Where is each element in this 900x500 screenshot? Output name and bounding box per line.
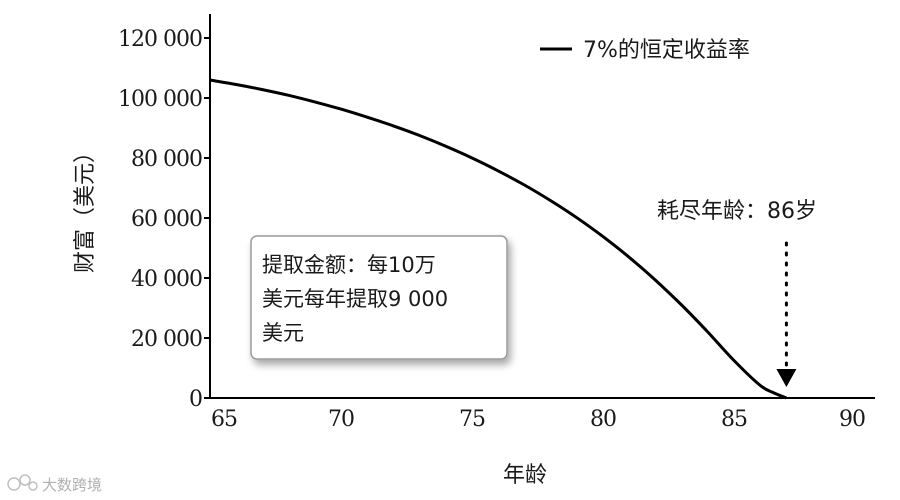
x-axis-title: 年龄 xyxy=(503,463,547,488)
x-tick-label: 65 xyxy=(211,407,237,432)
x-tick-label: 80 xyxy=(590,407,616,432)
y-tick-label: 20 000 xyxy=(131,327,202,352)
withdrawal-note-box: 提取金额：每10万 美元每年提取9 000 美元 xyxy=(250,235,508,360)
watermark: 大数跨境 xyxy=(7,474,102,494)
legend-label: 7%的恒定收益率 xyxy=(583,38,750,63)
y-axis-ticks: 0 20 000 40 000 60 000 80 000 100 000 120 000 xyxy=(118,27,210,412)
series-line-0 xyxy=(209,78,787,400)
depletion-annotation: 耗尽年龄：86岁 xyxy=(657,199,817,387)
note-line-2: 美元每年提取9 000 xyxy=(262,287,448,311)
series-layer xyxy=(209,78,787,400)
legend: 7%的恒定收益率 xyxy=(540,38,750,63)
x-tick-label: 70 xyxy=(328,407,354,432)
y-tick-label: 100 000 xyxy=(118,87,202,112)
y-tick-label: 60 000 xyxy=(131,207,202,232)
y-tick-label: 0 xyxy=(189,387,202,412)
y-axis-title: 财富（美元） xyxy=(73,141,98,273)
y-tick-label: 40 000 xyxy=(131,267,202,292)
y-tick-label: 120 000 xyxy=(118,27,202,52)
depletion-arrow-head xyxy=(776,369,797,387)
x-axis-ticks: 65 70 75 80 85 90 xyxy=(211,407,866,432)
note-line-3: 美元 xyxy=(262,321,304,345)
x-tick-label: 75 xyxy=(459,407,485,432)
x-tick-label: 85 xyxy=(721,407,747,432)
note-box-bg xyxy=(250,235,508,360)
x-tick-label: 90 xyxy=(839,407,865,432)
y-tick-label: 80 000 xyxy=(131,147,202,172)
depletion-label: 耗尽年龄：86岁 xyxy=(657,199,817,224)
ke-logo-icon xyxy=(7,474,38,491)
watermark-text: 大数跨境 xyxy=(42,476,102,494)
note-line-1: 提取金额：每10万 xyxy=(262,253,436,277)
